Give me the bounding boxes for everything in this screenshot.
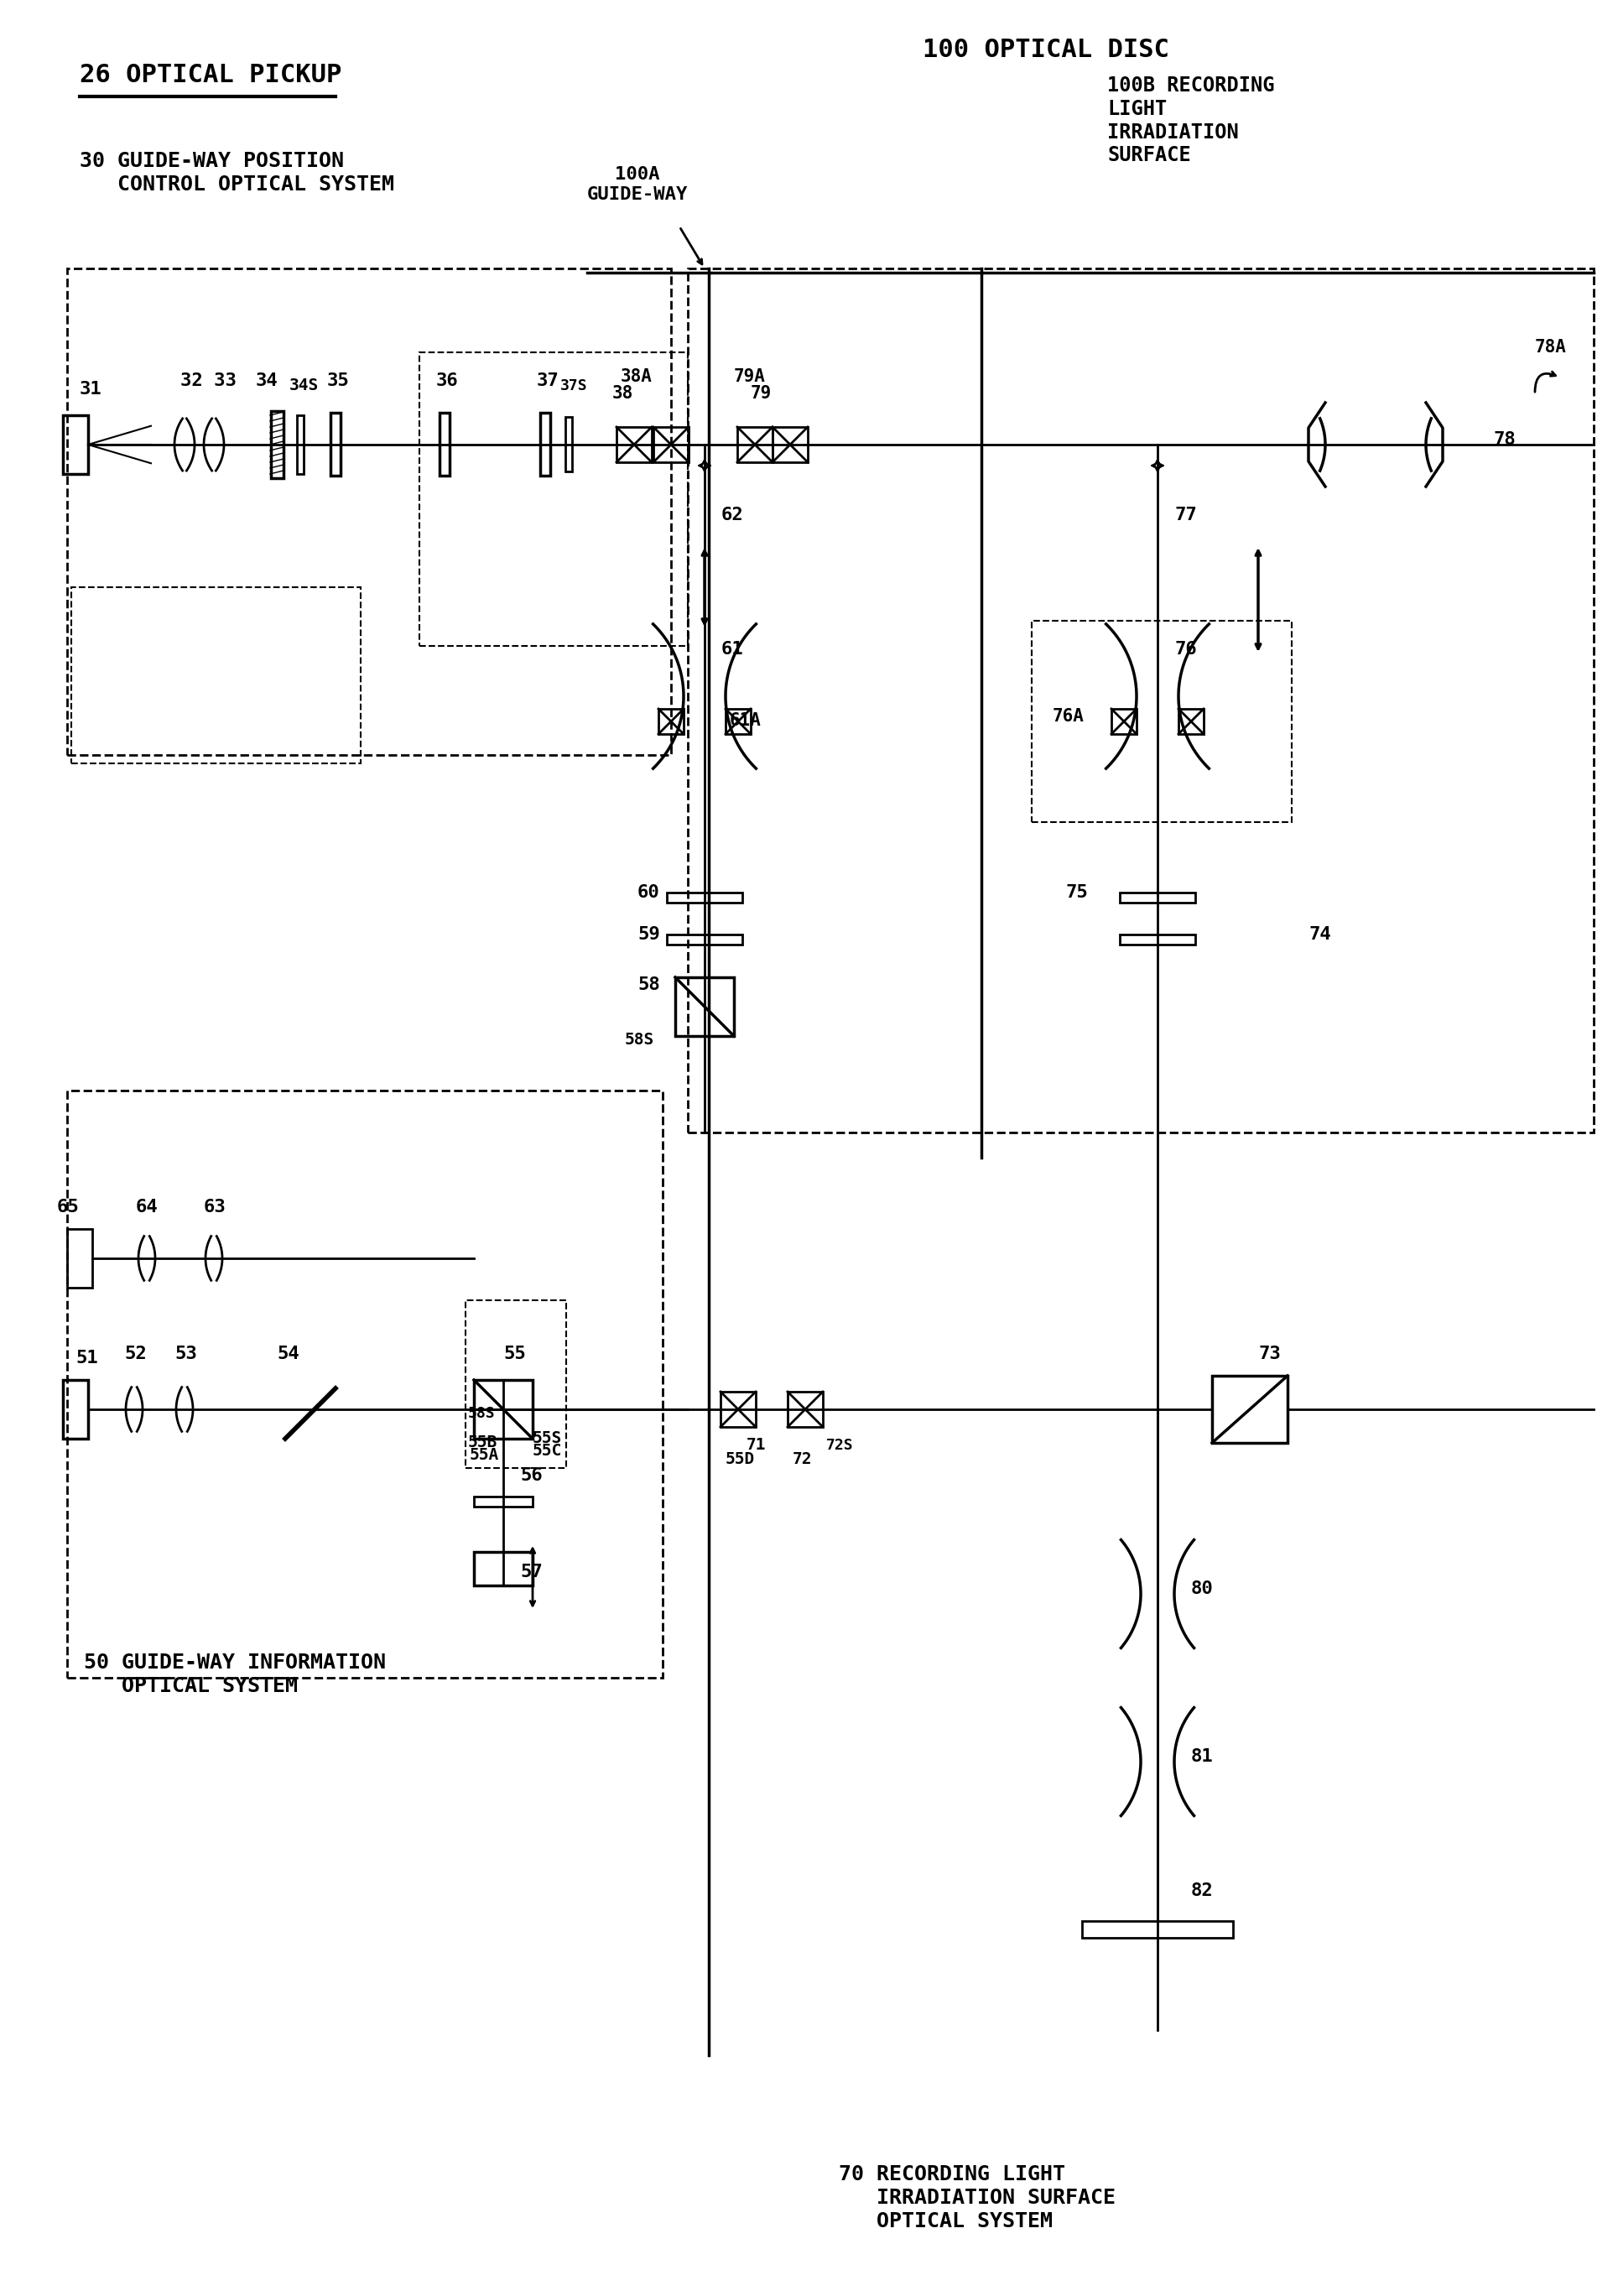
Bar — [1032, 620, 1291, 822]
Text: 30 GUIDE-WAY POSITION
   CONTROL OPTICAL SYSTEM: 30 GUIDE-WAY POSITION CONTROL OPTICAL SY… — [79, 152, 395, 195]
Bar — [66, 1091, 663, 1678]
Text: 54: 54 — [277, 1345, 299, 1362]
Text: 32 33: 32 33 — [180, 372, 236, 390]
Bar — [788, 1391, 824, 1426]
Bar — [1212, 1375, 1288, 1442]
Text: 73: 73 — [1259, 1345, 1280, 1362]
Bar — [1082, 1922, 1233, 1938]
Bar — [330, 413, 340, 475]
Bar — [71, 588, 361, 762]
Text: 65: 65 — [57, 1199, 79, 1215]
Text: 78: 78 — [1493, 432, 1516, 448]
Text: 58S: 58S — [625, 1031, 654, 1047]
Bar — [1120, 893, 1196, 902]
Bar — [270, 411, 283, 478]
Bar — [659, 709, 683, 735]
Text: 36: 36 — [437, 372, 458, 390]
Text: 77: 77 — [1175, 507, 1197, 523]
Text: 62: 62 — [722, 507, 744, 523]
Text: 55S: 55S — [532, 1430, 561, 1446]
Text: 61: 61 — [722, 641, 744, 657]
Bar — [772, 427, 807, 461]
Text: 76: 76 — [1175, 641, 1197, 657]
Text: 55: 55 — [503, 1345, 526, 1362]
Bar — [474, 1552, 532, 1587]
Text: 37: 37 — [537, 372, 560, 390]
Text: 100B RECORDING
LIGHT
IRRADIATION
SURFACE: 100B RECORDING LIGHT IRRADIATION SURFACE — [1107, 76, 1275, 165]
Bar — [298, 416, 304, 473]
Bar — [540, 413, 550, 475]
Text: 82: 82 — [1191, 1883, 1214, 1899]
Text: 72: 72 — [793, 1451, 812, 1467]
Text: 58: 58 — [637, 976, 660, 994]
Text: 63: 63 — [204, 1199, 227, 1215]
Text: 61A: 61A — [730, 712, 762, 730]
Bar — [1120, 934, 1196, 944]
Bar — [688, 269, 1594, 1132]
Bar — [720, 1391, 756, 1426]
Bar — [440, 413, 450, 475]
Text: 64: 64 — [136, 1199, 159, 1215]
Text: 78A: 78A — [1535, 340, 1566, 356]
Bar — [63, 416, 87, 473]
Bar — [667, 893, 743, 902]
Bar — [725, 709, 751, 735]
Text: 70 RECORDING LIGHT
   IRRADIATION SURFACE
   OPTICAL SYSTEM: 70 RECORDING LIGHT IRRADIATION SURFACE O… — [838, 2165, 1115, 2232]
Text: 38A: 38A — [621, 367, 652, 386]
Bar — [1178, 709, 1204, 735]
Bar — [66, 269, 671, 755]
Bar — [565, 418, 573, 471]
Bar — [738, 427, 772, 461]
Text: 51: 51 — [76, 1350, 99, 1366]
Bar — [63, 1380, 87, 1440]
Text: 81: 81 — [1191, 1747, 1214, 1766]
Bar — [66, 1228, 92, 1288]
Text: 80: 80 — [1191, 1580, 1214, 1598]
Text: 72S: 72S — [827, 1437, 854, 1453]
Bar — [419, 351, 688, 645]
Text: 34S: 34S — [290, 377, 319, 393]
Text: 53: 53 — [175, 1345, 197, 1362]
Text: 34: 34 — [256, 372, 278, 390]
Text: 38: 38 — [612, 386, 634, 402]
Text: 35: 35 — [327, 372, 349, 390]
Text: 55C: 55C — [532, 1442, 561, 1458]
Text: 75: 75 — [1065, 884, 1087, 900]
Text: 55A: 55A — [469, 1446, 500, 1463]
Text: 58S: 58S — [468, 1405, 495, 1421]
Bar — [667, 934, 743, 944]
Text: 50 GUIDE-WAY INFORMATION
   OPTICAL SYSTEM: 50 GUIDE-WAY INFORMATION OPTICAL SYSTEM — [84, 1653, 385, 1697]
Text: 71: 71 — [746, 1437, 767, 1453]
Bar — [675, 978, 735, 1035]
Text: 55D: 55D — [725, 1451, 756, 1467]
Bar — [474, 1380, 532, 1440]
Text: 57: 57 — [519, 1564, 542, 1580]
Text: 55B: 55B — [468, 1435, 498, 1451]
Text: 52: 52 — [125, 1345, 147, 1362]
Bar — [654, 427, 689, 461]
Text: 37S: 37S — [560, 379, 587, 393]
Bar — [474, 1497, 532, 1506]
Text: 74: 74 — [1309, 925, 1332, 944]
Text: 26 OPTICAL PICKUP: 26 OPTICAL PICKUP — [79, 64, 341, 87]
Text: 31: 31 — [79, 381, 102, 397]
Text: 56: 56 — [519, 1467, 542, 1483]
Text: 100 OPTICAL DISC: 100 OPTICAL DISC — [922, 39, 1170, 62]
Text: 79A: 79A — [735, 367, 765, 386]
Text: 60: 60 — [637, 884, 660, 900]
Text: 76A: 76A — [1053, 707, 1084, 726]
Bar — [616, 427, 652, 461]
Text: 79: 79 — [751, 386, 772, 402]
Bar — [466, 1300, 566, 1467]
Bar — [1112, 709, 1136, 735]
Text: 100A
GUIDE-WAY: 100A GUIDE-WAY — [587, 165, 688, 202]
Text: 59: 59 — [637, 925, 660, 944]
